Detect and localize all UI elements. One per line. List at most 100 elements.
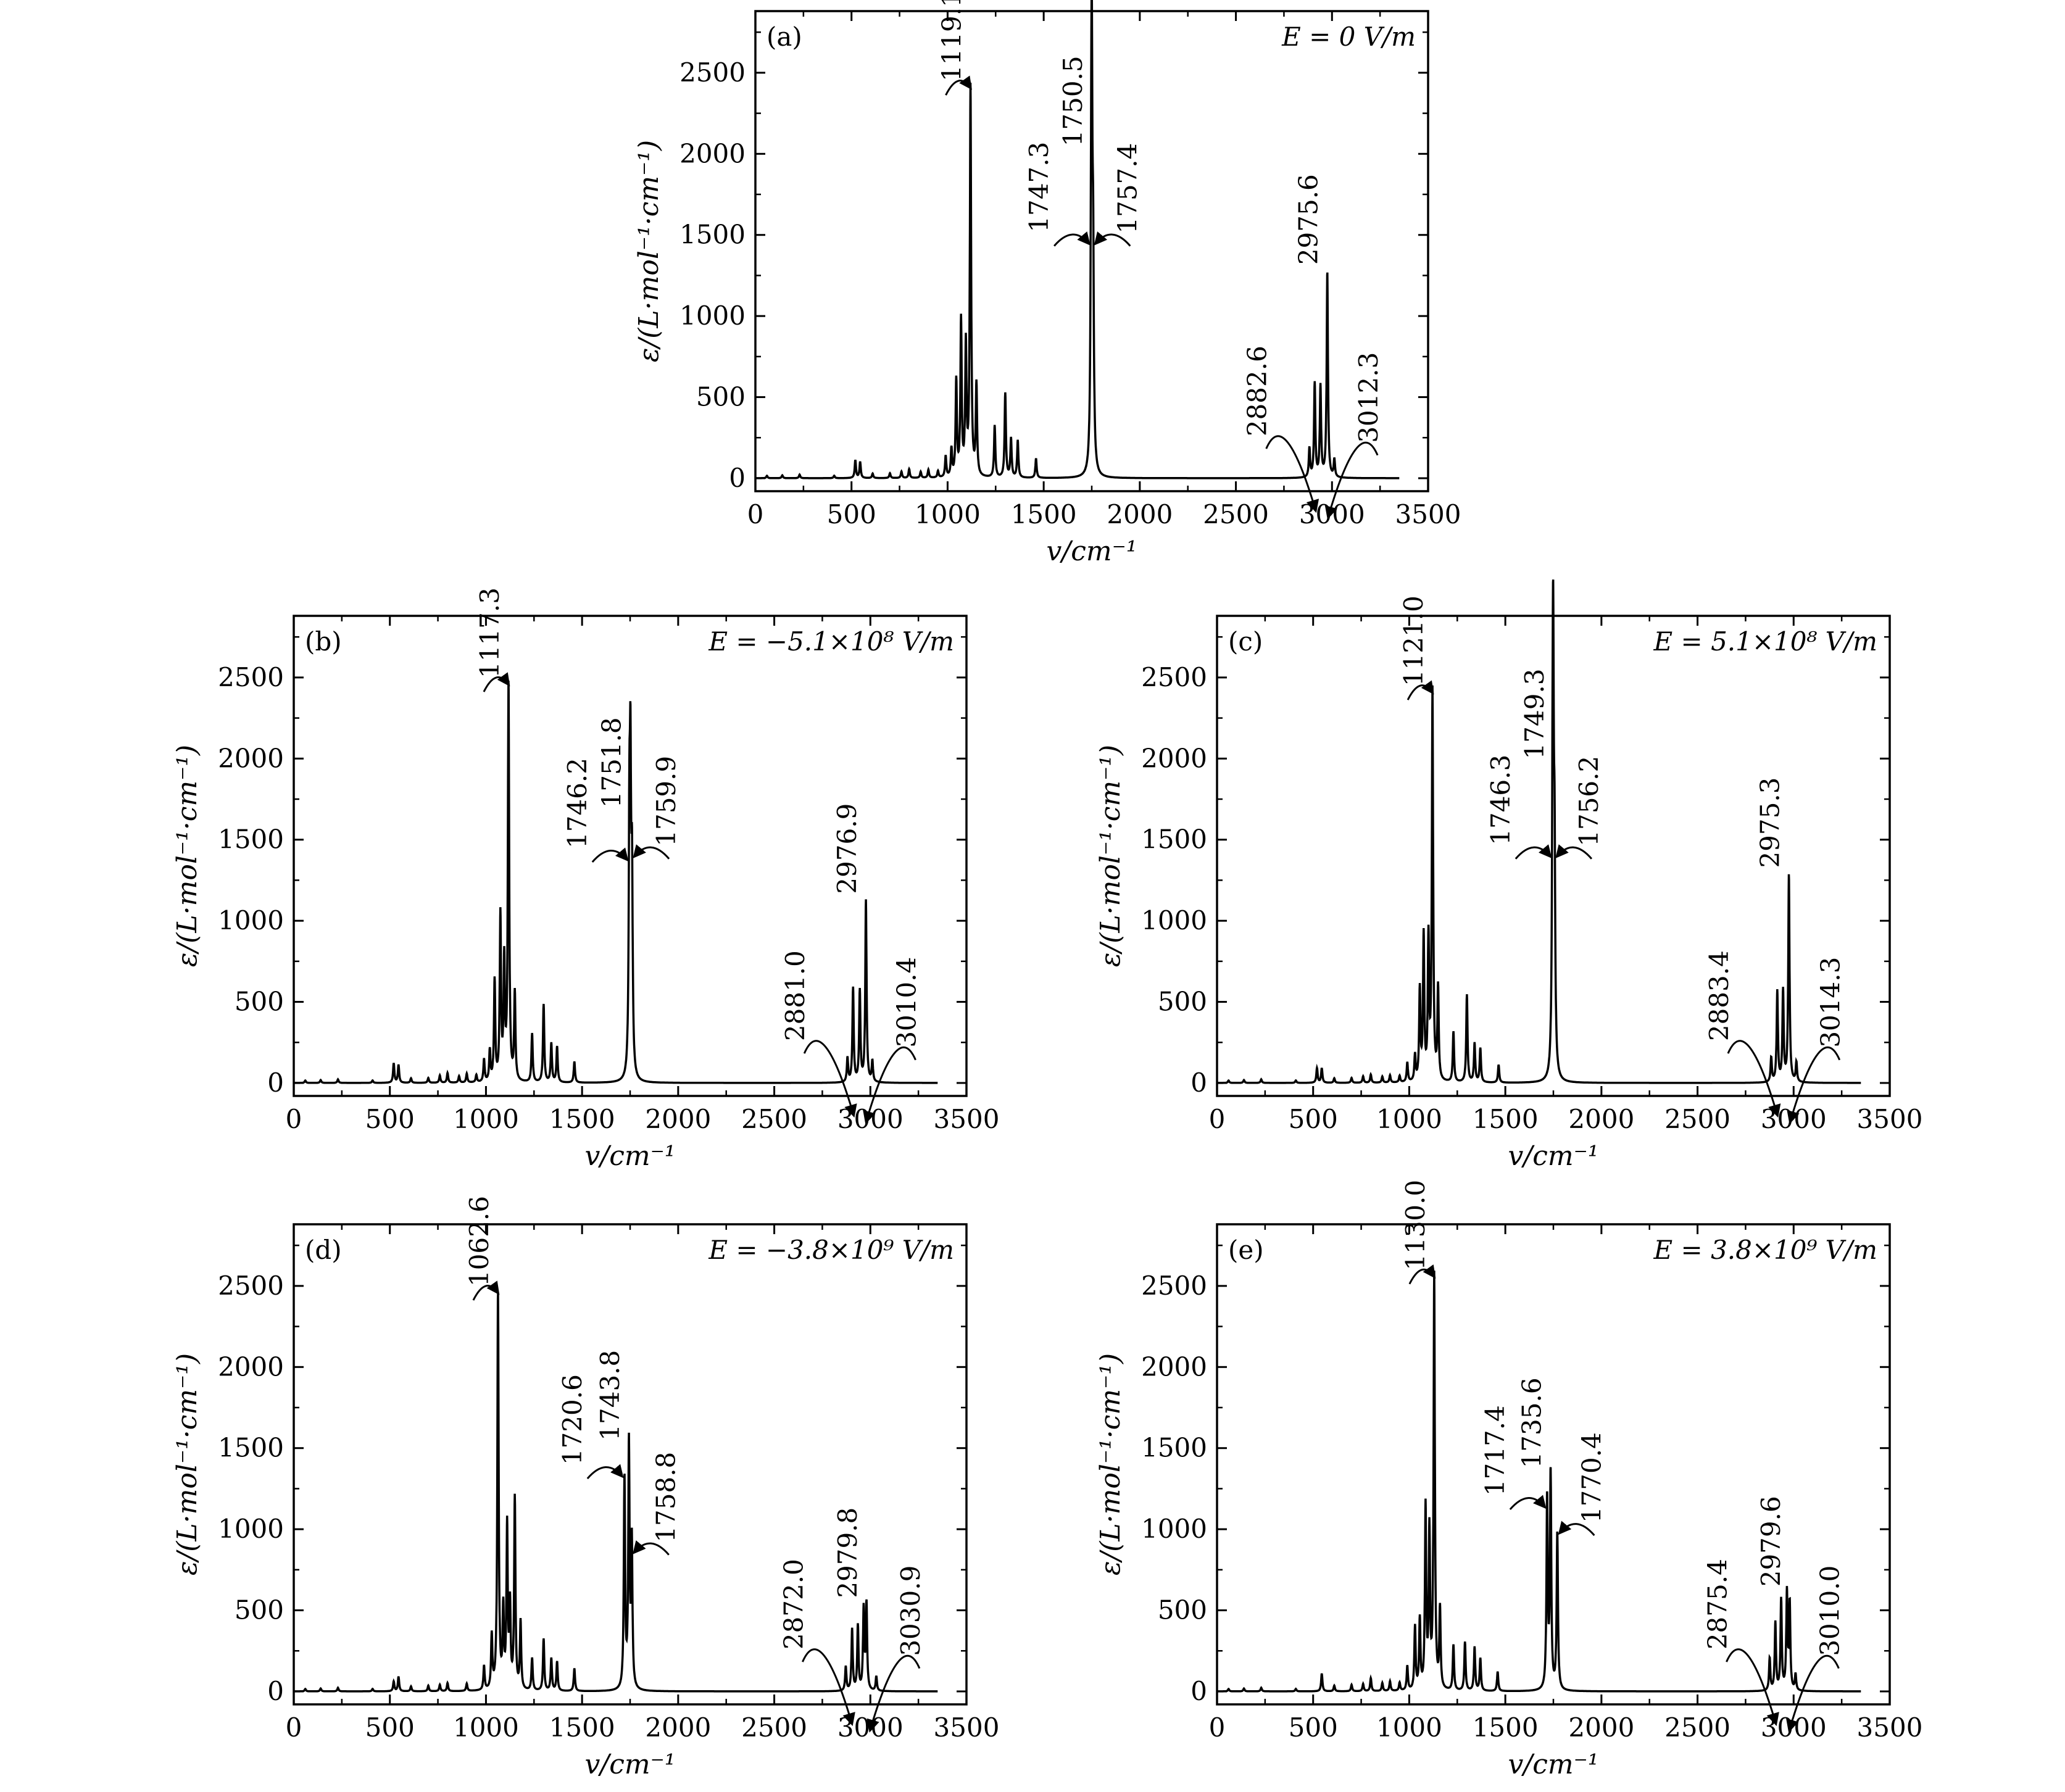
peak-label: 1746.3 xyxy=(1485,755,1516,845)
x-tick-label: 3500 xyxy=(1395,499,1461,529)
x-tick-label: 1000 xyxy=(1376,1712,1442,1743)
field-label: E = −5.1×10⁸ V/m xyxy=(708,626,954,657)
x-tick-label: 0 xyxy=(747,499,764,529)
peak-label: 2975.3 xyxy=(1755,778,1785,868)
axis-ticks xyxy=(1216,616,1891,1096)
x-axis-label: v/cm⁻¹ xyxy=(585,1140,676,1172)
peak-label: 1717.4 xyxy=(1480,1405,1510,1496)
callout-arrow xyxy=(802,1648,855,1727)
callout-arrow xyxy=(586,1464,624,1480)
field-label: E = −3.8×10⁹ V/m xyxy=(708,1235,954,1265)
x-tick-label: 2000 xyxy=(645,1104,711,1134)
x-tick-label: 1500 xyxy=(1011,499,1077,529)
panel-b: 0 500 1000 1500 2000 2500 3000 3500 05001000150… xyxy=(172,587,999,1172)
callout-arrow xyxy=(1406,680,1434,700)
y-tick-label: 0 xyxy=(267,1068,284,1098)
peak-label: 1119.1 xyxy=(937,0,967,81)
x-tick-label: 500 xyxy=(827,499,876,529)
x-tick-label: 2000 xyxy=(1568,1104,1634,1134)
axis-ticks xyxy=(1216,1224,1891,1704)
y-tick-label: 1500 xyxy=(1141,824,1207,855)
peak-label: 1770.4 xyxy=(1576,1432,1606,1523)
x-tick-label: 1500 xyxy=(1473,1712,1539,1743)
panel-label: (e) xyxy=(1228,1235,1264,1265)
peak-label: 2979.8 xyxy=(833,1508,863,1598)
callout-arrow xyxy=(591,847,629,863)
peak-label: 3012.3 xyxy=(1353,352,1384,443)
callout-arrow xyxy=(1555,844,1593,860)
peak-label: 1756.2 xyxy=(1574,756,1604,847)
field-label: E = 3.8×10⁹ V/m xyxy=(1653,1235,1877,1265)
x-tick-label: 1000 xyxy=(453,1712,519,1743)
peak-label: 1750.5 xyxy=(1058,56,1088,146)
panel-a: 0 500 1000 1500 2000 2500 3000 3500 05001000150… xyxy=(633,0,1461,567)
panel-e: 0 500 1000 1500 2000 2500 3000 3500 05001000150… xyxy=(1095,1180,1922,1780)
peak-label: 1743.8 xyxy=(595,1350,625,1441)
y-tick-labels: 0 500 1000 1500 2000 2500 xyxy=(218,1271,284,1706)
x-tick-label: 2000 xyxy=(645,1712,711,1743)
callout-arrow xyxy=(866,1654,921,1733)
x-tick-label: 0 xyxy=(1209,1104,1226,1134)
peak-label: 2881.0 xyxy=(780,950,810,1041)
y-tick-label: 500 xyxy=(1158,1595,1207,1625)
x-tick-label: 0 xyxy=(286,1712,302,1743)
spectrum-line xyxy=(755,0,1400,479)
x-tick-label: 3500 xyxy=(934,1712,1000,1743)
x-tick-label: 500 xyxy=(365,1104,415,1134)
y-tick-label: 500 xyxy=(235,1595,284,1625)
x-tick-label: 1000 xyxy=(453,1104,519,1134)
axis-ticks xyxy=(754,11,1429,491)
peak-label: 3010.0 xyxy=(1814,1566,1845,1656)
y-axis-label: ε/(L·mol⁻¹·cm⁻¹) xyxy=(172,745,203,967)
peak-label: 1757.4 xyxy=(1112,143,1142,234)
y-tick-label: 1000 xyxy=(679,301,746,331)
callout-arrow xyxy=(803,1040,857,1118)
y-tick-label: 1500 xyxy=(679,220,746,250)
callout-arrow xyxy=(1265,435,1319,513)
peak-label: 1751.8 xyxy=(597,717,627,808)
y-tick-label: 2500 xyxy=(218,1271,284,1301)
y-axis-label: ε/(L·mol⁻¹·cm⁻¹) xyxy=(1095,745,1126,967)
peak-label: 1062.6 xyxy=(464,1196,494,1287)
y-tick-label: 2500 xyxy=(218,662,284,692)
y-tick-label: 2000 xyxy=(1141,743,1207,773)
x-tick-label: 1000 xyxy=(1376,1104,1442,1134)
x-tick-label: 500 xyxy=(1289,1712,1338,1743)
y-tick-label: 500 xyxy=(1158,987,1207,1017)
callout-arrow xyxy=(1514,844,1552,860)
y-tick-label: 2500 xyxy=(679,57,746,88)
x-tick-label: 1000 xyxy=(915,499,981,529)
spectrum-line xyxy=(1217,579,1861,1084)
panel-label: (a) xyxy=(767,22,802,52)
panel-label: (b) xyxy=(305,626,342,657)
y-tick-label: 1500 xyxy=(218,824,284,855)
callout-arrow xyxy=(1053,231,1091,247)
peak-label: 1749.3 xyxy=(1519,668,1550,759)
callout-arrow xyxy=(472,1280,500,1301)
x-tick-label: 0 xyxy=(286,1104,302,1134)
peak-label: 1117.3 xyxy=(475,587,505,678)
y-tick-label: 1500 xyxy=(218,1433,284,1463)
x-tick-label: 0 xyxy=(1209,1712,1226,1743)
y-tick-label: 500 xyxy=(696,382,746,412)
callout-arrow xyxy=(1726,1648,1779,1727)
y-axis-label: ε/(L·mol⁻¹·cm⁻¹) xyxy=(172,1353,203,1575)
y-tick-label: 0 xyxy=(1190,1068,1207,1098)
callout-arrow xyxy=(1787,1046,1841,1124)
callout-arrow xyxy=(483,672,510,692)
x-tick-label: 500 xyxy=(365,1712,415,1743)
x-tick-label: 1500 xyxy=(1473,1104,1539,1134)
peak-label: 1747.3 xyxy=(1024,142,1054,233)
spectrum-line xyxy=(294,1293,938,1693)
peak-label: 1735.6 xyxy=(1517,1377,1547,1468)
peak-label: 2872.0 xyxy=(778,1559,808,1649)
peak-label: 1720.6 xyxy=(557,1374,588,1465)
y-tick-label: 2500 xyxy=(1141,1271,1207,1301)
x-tick-label: 3500 xyxy=(934,1104,1000,1134)
callout-arrow xyxy=(863,1046,916,1124)
